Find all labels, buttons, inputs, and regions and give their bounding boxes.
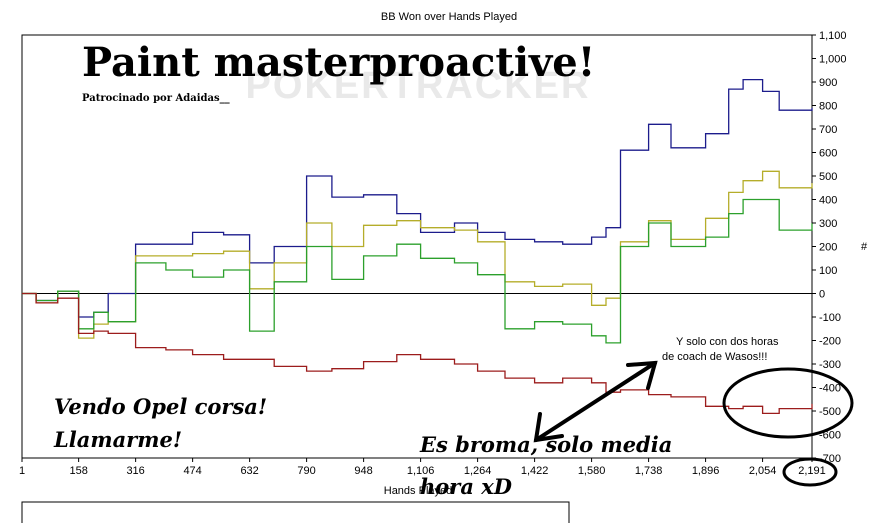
series-line-green	[22, 198, 813, 344]
x-tick-label: 948	[354, 465, 372, 477]
series-line-olive	[22, 170, 813, 339]
overlay-joke-line1: Es broma, solo media	[419, 432, 672, 457]
y-tick-label: 400	[819, 195, 837, 207]
x-tick-label: 1	[19, 465, 25, 477]
overlay-sale-line2: Llamarme!	[53, 427, 182, 452]
overlay-sale-line1: Vendo Opel corsa!	[54, 394, 267, 419]
y-axis-label: #	[861, 241, 868, 253]
x-tick-label: 1,422	[521, 465, 549, 477]
series-line-navy	[22, 78, 813, 318]
y-tick-label: 700	[819, 124, 837, 136]
overlay-sponsor: Patrocinado por Adaidas__	[82, 93, 230, 104]
y-tick-label: 1,000	[819, 54, 847, 66]
x-tick-label: 1,738	[635, 465, 663, 477]
y-tick-label: 100	[819, 265, 837, 277]
chart-title: BB Won over Hands Played	[381, 11, 517, 23]
x-tick-label: 474	[183, 465, 201, 477]
y-tick-label: 0	[819, 289, 825, 301]
y-axis-ticks: -700-600-500-400-300-200-100010020030040…	[812, 30, 847, 465]
y-tick-label: -200	[819, 336, 841, 348]
x-tick-label: 632	[240, 465, 258, 477]
x-tick-label: 2,054	[749, 465, 777, 477]
x-tick-label: 1,580	[578, 465, 606, 477]
x-tick-label: 2,191	[798, 465, 826, 477]
x-tick-label: 316	[126, 465, 144, 477]
x-tick-label: 1,264	[464, 465, 492, 477]
pokertracker-watermark: POKERTRACKER	[246, 65, 591, 107]
double-arrow-icon	[533, 360, 658, 443]
x-axis-ticks: 1 158 316 474 632 790 948 1,106 1,264 1,422 1,580 1…	[19, 458, 826, 477]
y-tick-label: 300	[819, 218, 837, 230]
y-tick-label: -300	[819, 359, 841, 371]
y-tick-label: -400	[819, 383, 841, 395]
highlight-ellipse-last-tick	[782, 457, 838, 487]
overlay-joke-line2: hora xD	[420, 474, 513, 499]
y-tick-label: 1,100	[819, 30, 847, 42]
x-tick-label: 1,106	[407, 465, 435, 477]
legend-box	[21, 501, 570, 523]
y-tick-label: 900	[819, 77, 837, 89]
y-tick-label: -100	[819, 312, 841, 324]
y-tick-label: -500	[819, 406, 841, 418]
overlay-coach-line1: Y solo con dos horas	[676, 336, 779, 348]
x-tick-label: 1,896	[692, 465, 720, 477]
overlay-headline: Paint masterproactive!	[82, 39, 595, 86]
x-tick-label: 158	[69, 465, 87, 477]
overlay-coach-line2: de coach de Wasos!!!	[662, 351, 767, 363]
y-tick-label: 500	[819, 171, 837, 183]
series-line-red	[22, 292, 813, 415]
x-tick-label: 790	[297, 465, 315, 477]
y-tick-label: 200	[819, 242, 837, 254]
highlight-ellipse-end	[722, 367, 854, 439]
series-layer	[22, 78, 813, 415]
y-tick-label: 800	[819, 101, 837, 113]
x-axis-label: Hands Played	[384, 485, 453, 497]
y-tick-label: 600	[819, 148, 837, 160]
